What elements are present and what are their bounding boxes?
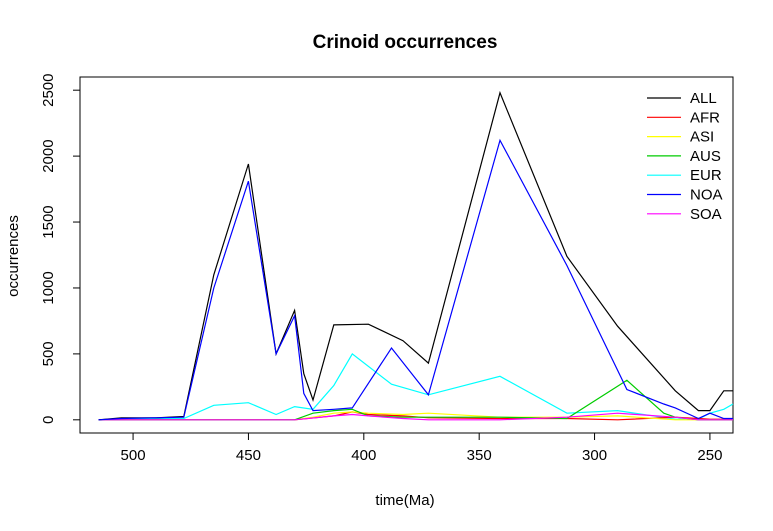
x-tick-label: 500 [121, 447, 146, 464]
y-axis: 0 500 1000 1500 2000 2500 [40, 73, 80, 424]
legend-label-all: ALL [690, 90, 717, 107]
legend: ALL AFR ASI AUS EUR NOA SOA [647, 90, 723, 223]
chart-title: Crinoid occurrences [313, 32, 498, 53]
series-line-all [98, 90, 733, 421]
legend-label-afr: AFR [690, 109, 720, 126]
legend-label-asi: ASI [690, 129, 714, 146]
y-tick-label: 2000 [40, 139, 57, 172]
y-tick-label: 0 [40, 416, 57, 424]
series-line-eur [98, 353, 734, 421]
y-tick-label: 1500 [40, 205, 57, 238]
legend-label-soa: SOA [690, 206, 722, 223]
x-tick-label: 450 [236, 447, 261, 464]
plot-frame [79, 76, 734, 434]
x-axis-label: time(Ma) [375, 492, 434, 509]
x-axis: 500 450 400 350 300 250 [121, 433, 722, 464]
legend-label-aus: AUS [690, 148, 721, 165]
x-tick-label: 400 [351, 447, 376, 464]
series-line-noa [98, 138, 733, 421]
series-lines [98, 90, 734, 421]
y-tick-label: 500 [40, 341, 57, 366]
x-tick-label: 350 [467, 447, 492, 464]
y-tick-label: 1000 [40, 271, 57, 304]
series-line-aus [98, 379, 733, 421]
y-tick-label: 2500 [40, 73, 57, 106]
x-tick-label: 300 [582, 447, 607, 464]
series-line-soa [98, 412, 733, 421]
legend-label-noa: NOA [690, 187, 723, 204]
legend-label-eur: EUR [690, 167, 722, 184]
y-axis-label: occurrences [5, 215, 22, 297]
x-tick-label: 250 [697, 447, 722, 464]
